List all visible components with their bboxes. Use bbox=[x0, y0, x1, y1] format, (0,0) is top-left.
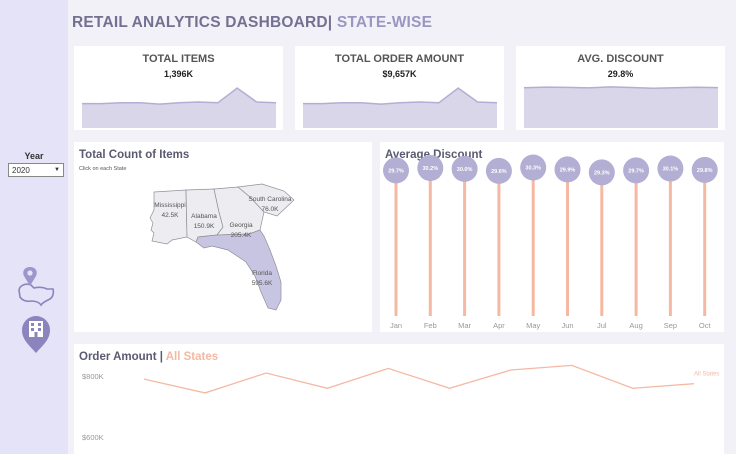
order-amount-chart: $800K $600K All States bbox=[82, 364, 719, 442]
discount-data-label: 30.3% bbox=[525, 166, 541, 172]
sparkline-area bbox=[303, 88, 497, 128]
state-label: Mississippi bbox=[154, 202, 185, 209]
y-tick-label: $600K bbox=[82, 433, 104, 442]
discount-marker[interactable] bbox=[554, 156, 581, 183]
discount-marker[interactable] bbox=[417, 155, 444, 181]
discount-bar[interactable] bbox=[600, 172, 604, 316]
map-subtitle: Click on each State bbox=[79, 166, 127, 172]
kpi-sparkline bbox=[524, 86, 718, 128]
discount-bar[interactable] bbox=[463, 168, 467, 316]
state-value: 205.4K bbox=[231, 232, 252, 239]
month-tick-label: Aug bbox=[629, 321, 642, 330]
discount-marker[interactable] bbox=[657, 155, 684, 182]
page-title: RETAIL ANALYTICS DASHBOARD| STATE-WISE bbox=[72, 14, 433, 31]
state-label: Alabama bbox=[191, 213, 217, 220]
kpi-title: TOTAL ITEMS bbox=[142, 53, 215, 65]
month-tick-label: Jan bbox=[390, 321, 402, 330]
sparkline-line bbox=[524, 86, 718, 90]
month-tick-label: May bbox=[526, 321, 540, 330]
kpi-sparkline bbox=[82, 87, 276, 128]
state-label: Florida bbox=[252, 270, 272, 277]
kpi-card-total-items[interactable]: TOTAL ITEMS 1,396K bbox=[74, 46, 283, 130]
sidebar bbox=[0, 0, 68, 454]
map-title: Total Count of Items bbox=[79, 149, 190, 161]
kpi-sparkline bbox=[303, 87, 497, 128]
state-value: 150.9K bbox=[194, 223, 215, 230]
discount-marker[interactable] bbox=[623, 157, 650, 184]
discount-data-label: 30.1% bbox=[663, 167, 679, 173]
building-pin-icon[interactable] bbox=[14, 312, 58, 356]
discount-data-label: 29.9% bbox=[560, 167, 576, 173]
state-label: South Carolina bbox=[249, 196, 292, 203]
month-tick-label: Jul bbox=[597, 321, 607, 330]
state-value: 595.6K bbox=[252, 280, 273, 287]
discount-bar[interactable] bbox=[531, 167, 535, 317]
kpi-value: 29.8% bbox=[607, 69, 634, 79]
discount-bar[interactable] bbox=[668, 168, 672, 317]
avg-discount-chart: 29.7% Jan 30.2% Feb 30.0% Mar 29.6% Apr 30.3% May… bbox=[383, 154, 718, 330]
sparkline-line bbox=[303, 87, 497, 105]
order-amount-line[interactable] bbox=[143, 364, 695, 394]
state-map: Mississippi 42.5K Alabama 150.9K Georgia… bbox=[149, 183, 295, 311]
sparkline-area bbox=[82, 88, 276, 128]
order-amount-panel: Order Amount | All States $800K $600K All … bbox=[74, 344, 724, 454]
location-map-icon[interactable] bbox=[14, 264, 58, 308]
discount-bar[interactable] bbox=[497, 170, 501, 316]
discount-marker[interactable] bbox=[691, 156, 718, 183]
state-value: 76.0K bbox=[262, 206, 280, 213]
discount-marker[interactable] bbox=[485, 157, 512, 184]
order-amount-title: Order Amount | All States bbox=[79, 351, 219, 363]
chevron-down-icon: ▼ bbox=[54, 167, 60, 173]
month-tick-label: Jun bbox=[561, 321, 573, 330]
sparkline-line bbox=[82, 87, 276, 105]
y-tick-label: $800K bbox=[82, 372, 104, 381]
kpi-title: TOTAL ORDER AMOUNT bbox=[334, 53, 465, 65]
avg-discount-panel: Average Discount 29.7% Jan 30.2% Feb 30.0% Ma… bbox=[380, 142, 724, 332]
map-panel: Total Count of Items Click on each State… bbox=[74, 142, 372, 332]
kpi-card-total-order-amount[interactable]: TOTAL ORDER AMOUNT $9,657K bbox=[295, 46, 504, 130]
discount-marker[interactable] bbox=[520, 154, 547, 181]
kpi-value: 1,396K bbox=[163, 69, 194, 79]
series-end-label: All States bbox=[694, 372, 719, 378]
month-tick-label: Sep bbox=[664, 321, 677, 330]
discount-data-label: 29.3% bbox=[594, 170, 610, 176]
discount-data-label: 29.8% bbox=[697, 168, 713, 174]
month-tick-label: Apr bbox=[493, 321, 505, 330]
discount-bar[interactable] bbox=[428, 168, 432, 316]
discount-marker[interactable] bbox=[383, 157, 409, 184]
state-south-carolina[interactable] bbox=[237, 183, 295, 217]
discount-data-label: 29.6% bbox=[491, 169, 507, 175]
discount-data-label: 29.7% bbox=[388, 168, 404, 174]
kpi-value: $9,657K bbox=[382, 69, 417, 79]
discount-bar[interactable] bbox=[703, 169, 707, 316]
discount-data-label: 30.0% bbox=[457, 167, 473, 173]
month-tick-label: Mar bbox=[458, 321, 471, 330]
year-select-value: 2020 bbox=[12, 165, 30, 175]
discount-marker[interactable] bbox=[588, 159, 615, 186]
discount-marker[interactable] bbox=[451, 155, 478, 182]
month-tick-label: Feb bbox=[424, 321, 437, 330]
kpi-title: AVG. DISCOUNT bbox=[577, 53, 664, 65]
discount-bar[interactable] bbox=[394, 170, 398, 316]
state-florida[interactable] bbox=[195, 229, 282, 311]
discount-data-label: 29.7% bbox=[628, 168, 644, 174]
month-tick-label: Oct bbox=[699, 321, 712, 330]
year-select[interactable]: 2020 ▼ bbox=[8, 163, 64, 177]
state-label: Georgia bbox=[229, 222, 253, 229]
state-value: 42.5K bbox=[162, 212, 180, 219]
kpi-card-avg-discount[interactable]: AVG. DISCOUNT 29.8% bbox=[516, 46, 725, 130]
discount-bar[interactable] bbox=[634, 170, 638, 316]
sparkline-area bbox=[524, 86, 718, 128]
year-filter-label: Year bbox=[24, 151, 44, 161]
discount-data-label: 30.2% bbox=[422, 166, 438, 172]
discount-bar[interactable] bbox=[566, 169, 569, 316]
